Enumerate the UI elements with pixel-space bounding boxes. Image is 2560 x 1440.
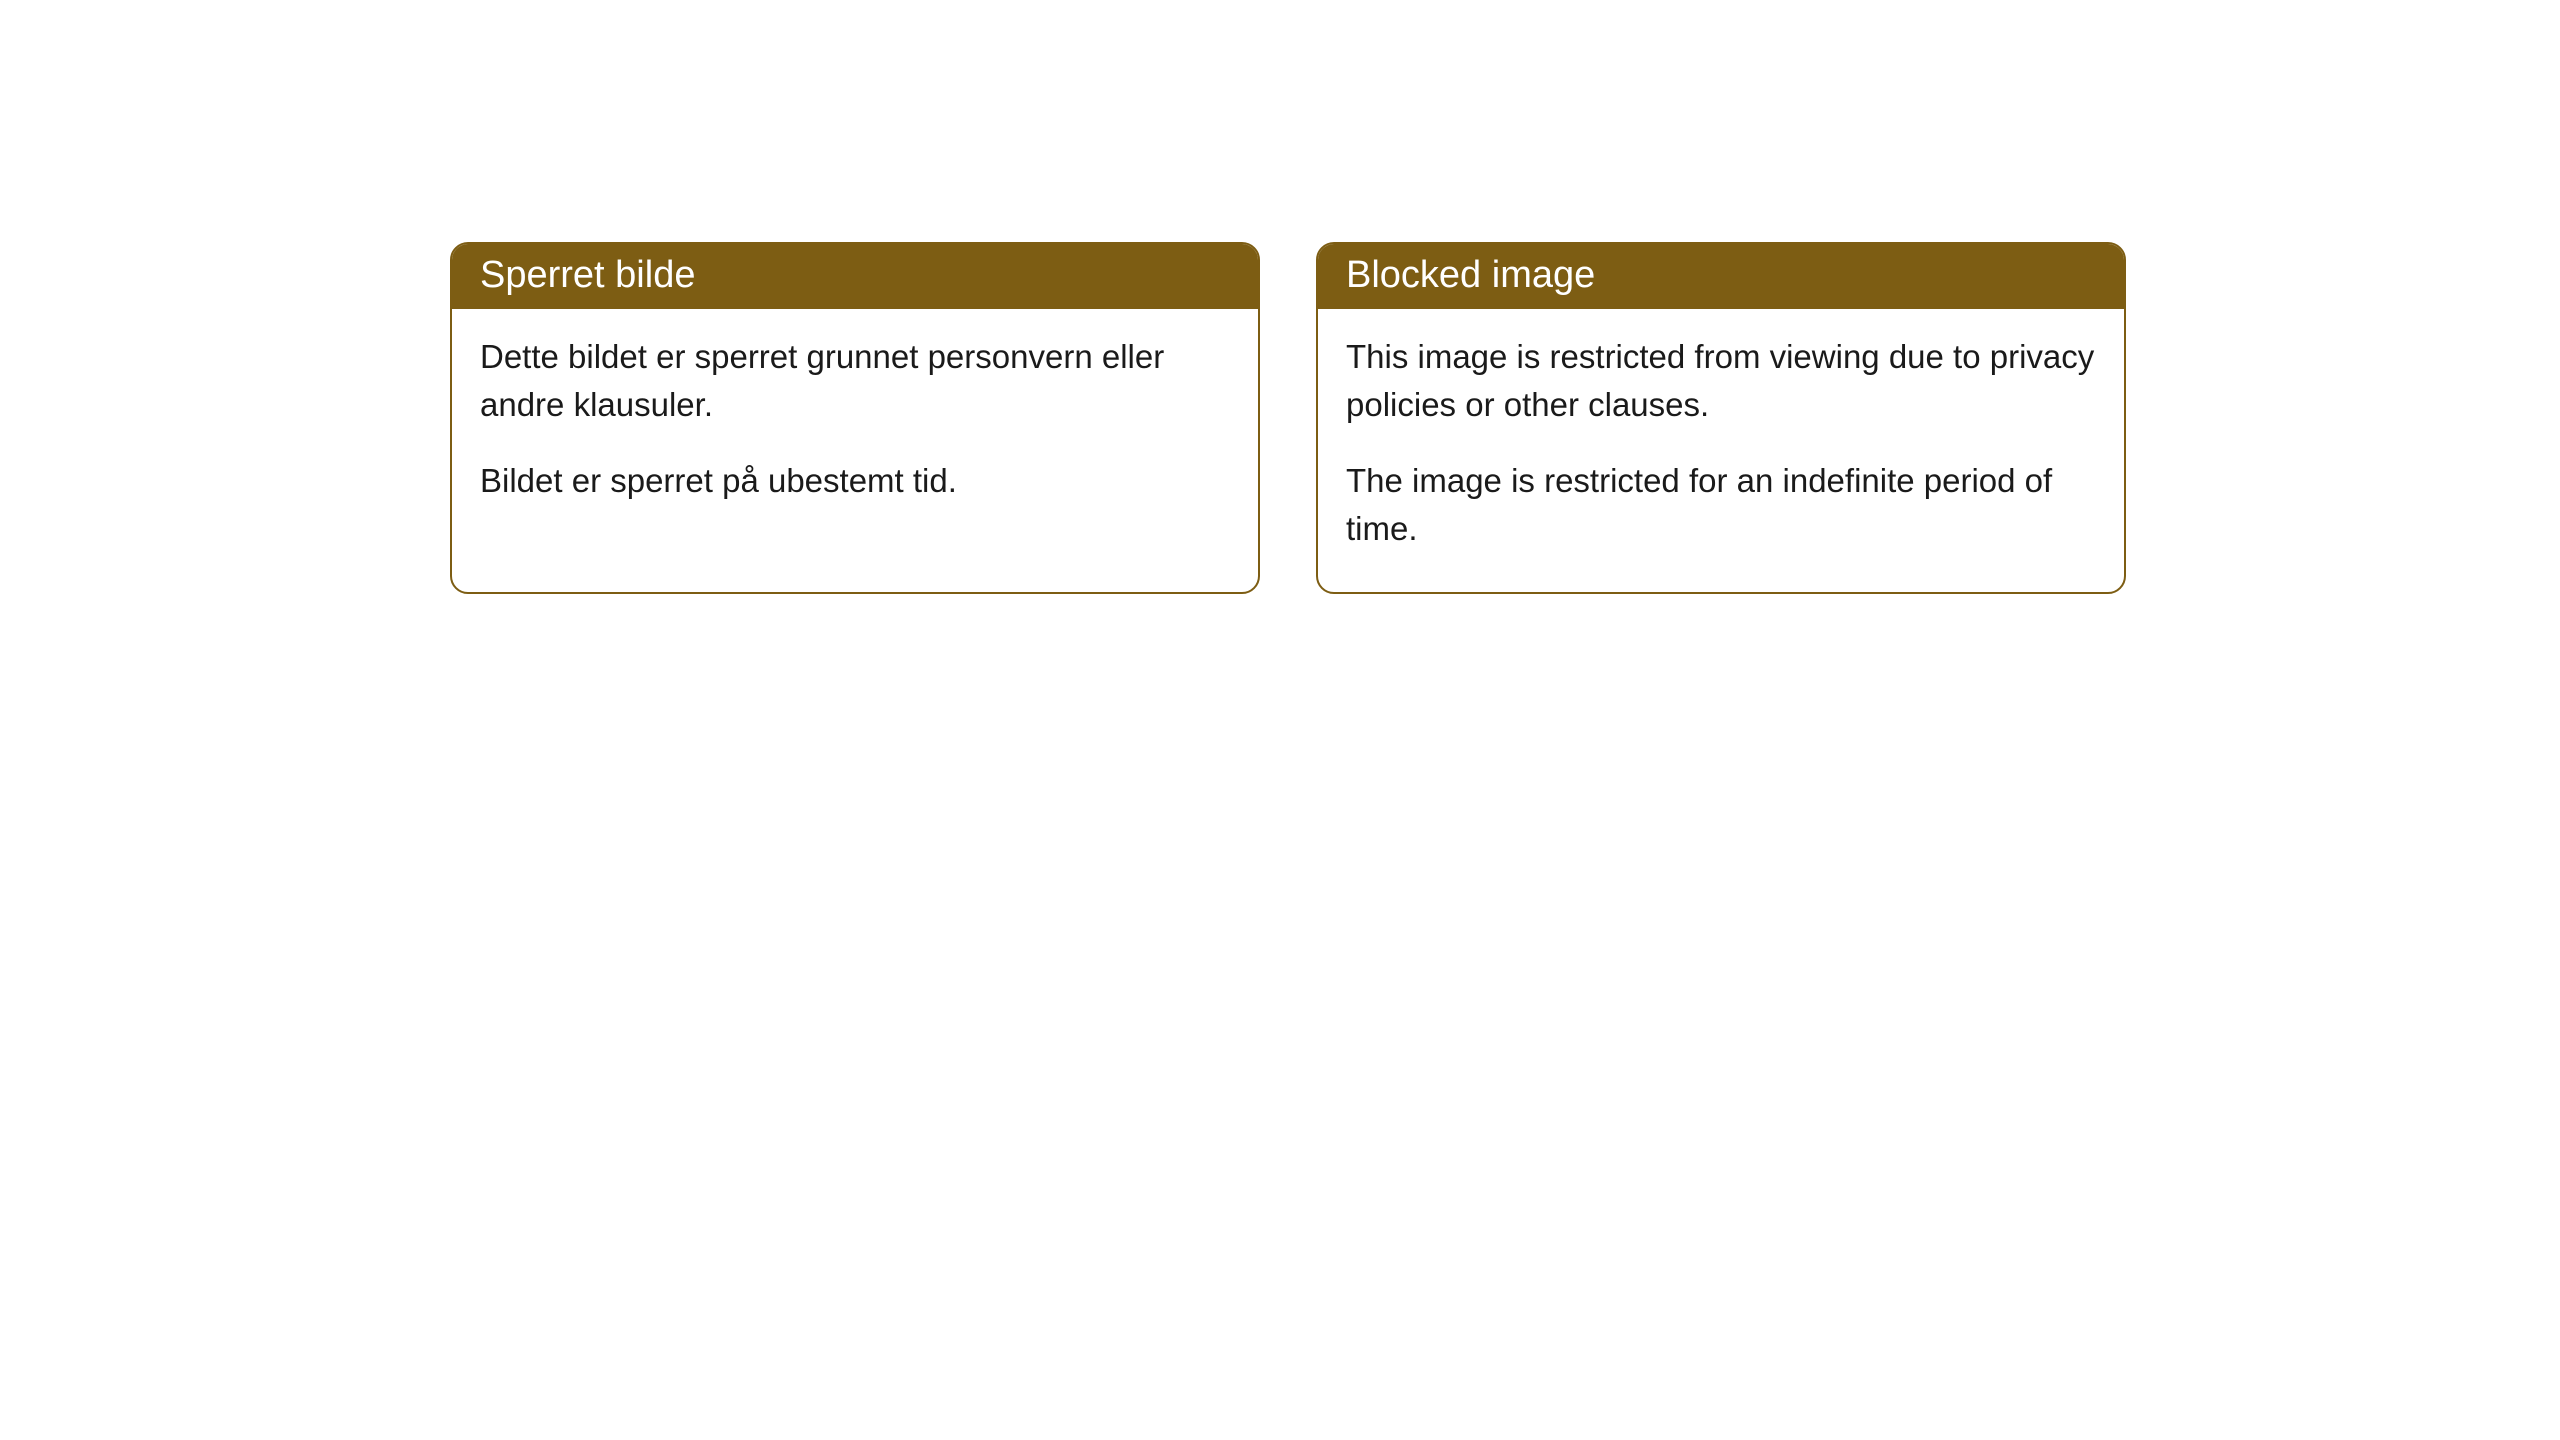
- card-body: This image is restricted from viewing du…: [1318, 309, 2124, 592]
- card-title: Sperret bilde: [480, 254, 695, 296]
- notice-paragraph-2: Bildet er sperret på ubestemt tid.: [480, 457, 1230, 505]
- card-body: Dette bildet er sperret grunnet personve…: [452, 309, 1258, 545]
- notice-card-english: Blocked image This image is restricted f…: [1316, 242, 2126, 594]
- notice-paragraph-1: This image is restricted from viewing du…: [1346, 333, 2096, 429]
- notice-paragraph-2: The image is restricted for an indefinit…: [1346, 457, 2096, 553]
- notice-card-norwegian: Sperret bilde Dette bildet er sperret gr…: [450, 242, 1260, 594]
- notice-cards-container: Sperret bilde Dette bildet er sperret gr…: [450, 242, 2126, 594]
- card-header: Blocked image: [1318, 244, 2124, 309]
- card-header: Sperret bilde: [452, 244, 1258, 309]
- notice-paragraph-1: Dette bildet er sperret grunnet personve…: [480, 333, 1230, 429]
- card-title: Blocked image: [1346, 254, 1595, 296]
